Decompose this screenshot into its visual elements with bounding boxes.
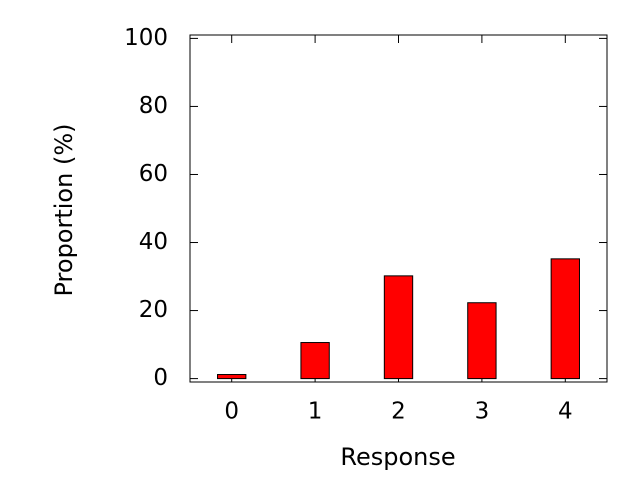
y-tick-label: 80 xyxy=(139,93,168,119)
y-tick-label: 100 xyxy=(124,25,168,51)
bar xyxy=(383,275,414,380)
y-axis-label: Proportion (%) xyxy=(50,124,78,297)
x-tick-label: 1 xyxy=(308,399,323,425)
x-axis-label: Response xyxy=(340,443,455,471)
x-tick-label: 0 xyxy=(224,399,239,425)
x-tick-label: 3 xyxy=(475,399,490,425)
bar xyxy=(550,258,580,380)
y-tick-label: 20 xyxy=(139,297,168,323)
y-tick-label: 60 xyxy=(139,161,168,187)
y-tick-label: 40 xyxy=(139,229,168,255)
bar xyxy=(467,302,497,380)
bar xyxy=(217,374,247,380)
x-tick-label: 4 xyxy=(558,399,573,425)
bar xyxy=(300,342,330,380)
x-tick-label: 2 xyxy=(391,399,406,425)
y-tick-label: 0 xyxy=(153,365,168,391)
